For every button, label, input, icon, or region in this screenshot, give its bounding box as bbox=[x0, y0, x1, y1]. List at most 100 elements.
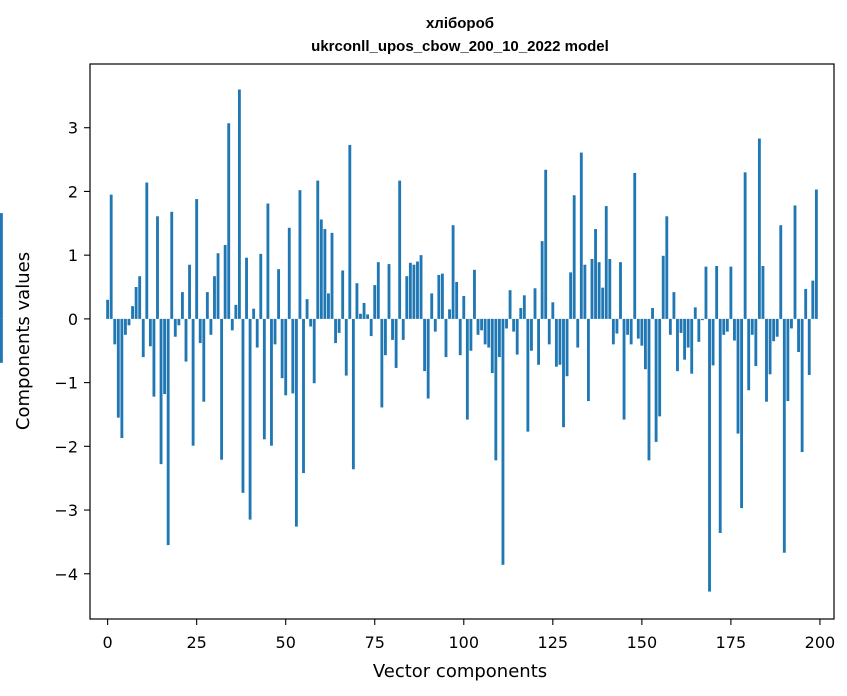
bar-11 bbox=[145, 182, 149, 319]
bar-141 bbox=[608, 258, 612, 319]
x-tick-label: 0 bbox=[103, 633, 113, 652]
bar-42 bbox=[255, 318, 259, 348]
bar-93 bbox=[437, 274, 441, 319]
bar-64 bbox=[334, 318, 337, 344]
y-axis-ticks: −4 −3 −2 −1 0 1 2 3 bbox=[54, 119, 90, 584]
bar-139 bbox=[601, 287, 605, 319]
bar-9 bbox=[138, 276, 142, 319]
bar-135 bbox=[587, 318, 590, 402]
bar-132 bbox=[576, 318, 580, 348]
bar-78 bbox=[384, 318, 387, 356]
bar-45 bbox=[266, 203, 270, 319]
bar-191 bbox=[786, 318, 790, 402]
bar-8 bbox=[134, 287, 138, 319]
y-tick-label: −1 bbox=[54, 374, 78, 393]
bar-183 bbox=[757, 138, 761, 319]
bar-34 bbox=[227, 123, 231, 319]
bar-83 bbox=[401, 318, 405, 340]
chart-subtitle: ukrconll_upos_cbow_200_10_2022 model bbox=[311, 38, 609, 55]
bar-98 bbox=[455, 281, 459, 319]
bar-173 bbox=[722, 318, 726, 335]
bar-153 bbox=[651, 308, 654, 319]
bar-120 bbox=[533, 288, 537, 319]
bar-99 bbox=[458, 318, 462, 356]
bar-17 bbox=[166, 318, 170, 546]
bar-28 bbox=[205, 292, 209, 319]
bar-13 bbox=[152, 318, 156, 397]
bar-30 bbox=[213, 276, 216, 319]
x-tick-label: 125 bbox=[538, 633, 569, 652]
bar-18 bbox=[170, 211, 174, 319]
bar-44 bbox=[262, 318, 266, 440]
bar-43 bbox=[259, 253, 263, 319]
bar-49 bbox=[280, 318, 284, 379]
bar-80 bbox=[391, 318, 394, 340]
bar-140 bbox=[604, 206, 608, 319]
bar-48 bbox=[277, 269, 281, 319]
bar-27 bbox=[202, 318, 206, 402]
bar-152 bbox=[647, 318, 651, 461]
bar-197 bbox=[807, 318, 811, 375]
bar-5 bbox=[124, 318, 127, 335]
bar-130 bbox=[569, 272, 573, 319]
bar-10 bbox=[141, 318, 145, 358]
bar-146 bbox=[626, 318, 630, 335]
bar-163 bbox=[686, 318, 690, 348]
bar-6 bbox=[127, 318, 131, 326]
bar-3 bbox=[116, 318, 120, 418]
x-tick-label: 25 bbox=[186, 633, 206, 652]
bar-67 bbox=[344, 318, 348, 376]
y-tick-label: 2 bbox=[68, 182, 78, 201]
bar-87 bbox=[416, 261, 419, 319]
bar-108 bbox=[490, 318, 494, 374]
bar-51 bbox=[287, 227, 291, 319]
bar-196 bbox=[804, 288, 808, 319]
bar-129 bbox=[565, 318, 569, 377]
bar-14 bbox=[156, 216, 159, 319]
bar-114 bbox=[512, 318, 516, 332]
x-tick-label: 200 bbox=[805, 633, 836, 652]
bar-134 bbox=[583, 264, 587, 319]
bar-23 bbox=[188, 264, 191, 319]
bar-180 bbox=[747, 318, 751, 391]
bar-159 bbox=[672, 292, 676, 319]
bar-101 bbox=[465, 318, 469, 420]
bar-31 bbox=[216, 253, 220, 319]
bar-176 bbox=[733, 318, 736, 341]
x-tick-label: 175 bbox=[716, 633, 747, 652]
bar-22 bbox=[184, 318, 188, 362]
bar-25 bbox=[195, 199, 199, 319]
x-axis-label: Vector components bbox=[373, 661, 547, 682]
bar-76 bbox=[376, 262, 380, 319]
bar-169 bbox=[708, 318, 711, 592]
bar-184 bbox=[761, 265, 765, 319]
bar-84 bbox=[405, 276, 409, 319]
bar-68 bbox=[348, 144, 352, 319]
bar-193 bbox=[793, 205, 797, 319]
bar-15 bbox=[159, 318, 163, 465]
x-tick-label: 50 bbox=[276, 633, 296, 652]
bar-65 bbox=[337, 318, 341, 333]
bar-59 bbox=[316, 180, 320, 319]
bar-undefined bbox=[0, 318, 3, 363]
bar-157 bbox=[665, 216, 669, 319]
bar-88 bbox=[419, 255, 423, 319]
bar-171 bbox=[715, 265, 719, 319]
bar-102 bbox=[469, 318, 473, 351]
bar-189 bbox=[779, 225, 783, 319]
x-tick-label: 100 bbox=[449, 633, 480, 652]
bar-126 bbox=[554, 318, 558, 367]
bar-35 bbox=[230, 318, 234, 331]
bar-187 bbox=[772, 318, 776, 342]
y-tick-label: 3 bbox=[68, 119, 78, 138]
bar-72 bbox=[362, 302, 366, 319]
bar-107 bbox=[487, 318, 491, 348]
bar-133 bbox=[579, 152, 583, 319]
bar-0 bbox=[106, 299, 110, 319]
bar-105 bbox=[480, 318, 484, 331]
bar-56 bbox=[305, 299, 309, 319]
bar-177 bbox=[736, 318, 740, 434]
bar-52 bbox=[291, 318, 295, 394]
bar-40 bbox=[248, 318, 252, 520]
